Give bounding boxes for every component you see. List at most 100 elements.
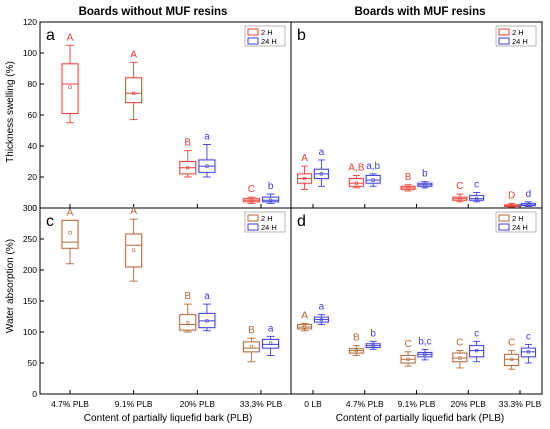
mean-marker: [458, 197, 462, 201]
significance-letter: d: [526, 189, 532, 200]
y-tick-label: 0: [32, 203, 37, 213]
box-rect: [469, 345, 485, 358]
significance-letter: A: [301, 310, 308, 321]
panel-b: b 2 H24 H A A,B B C Da a,b b c d: [290, 21, 543, 209]
mean-marker: [475, 348, 479, 353]
mean-marker: [319, 172, 324, 176]
y-tick-label: 50: [28, 358, 38, 368]
y-tick-label: 120: [23, 17, 37, 27]
mean-marker: [423, 352, 427, 356]
significance-letter: a: [204, 131, 210, 142]
mean-marker: [371, 344, 375, 348]
significance-letter: a: [268, 323, 274, 334]
y-tick-label: 20: [28, 172, 38, 182]
legend-label: 24 H: [512, 37, 528, 46]
x-tick-label: 33.3% PLB: [240, 399, 283, 409]
significance-letter: a: [319, 147, 325, 158]
x-tick-label: 9.1% PLB: [115, 399, 153, 409]
significance-letter: a: [319, 302, 325, 313]
left-xlabel: Content of partially liquefid bark (PLB): [84, 413, 252, 424]
legend-swatch: [247, 223, 259, 231]
panel-letter: d: [297, 213, 306, 230]
y-tick-label: 100: [23, 48, 37, 58]
mean-marker: [354, 181, 358, 185]
box-rect: [520, 347, 536, 358]
x-tick-label: 4.7% PLB: [51, 399, 89, 409]
y-tick-label: 0: [32, 389, 37, 399]
mean-marker: [68, 85, 72, 89]
mean-marker: [509, 357, 514, 361]
mean-marker: [268, 198, 273, 202]
box-2h-4: C: [502, 338, 521, 370]
box-24h-0: a: [312, 302, 331, 326]
box-rect: [365, 174, 381, 184]
box-24h-3: c: [467, 328, 486, 363]
x-tick-label: 33.3% PLB: [499, 399, 542, 409]
y-tick-label: 80: [28, 79, 38, 89]
significance-letter: b: [370, 328, 376, 339]
significance-letter: D: [508, 190, 515, 201]
box-2h-1: A: [123, 206, 144, 282]
significance-letter: A,B: [348, 162, 364, 173]
mean-marker: [354, 348, 358, 353]
significance-letter: a: [204, 291, 210, 302]
box-2h-2: B: [399, 172, 418, 192]
mean-marker: [205, 164, 209, 168]
significance-letter: B: [248, 325, 255, 336]
significance-letter: b,c: [418, 336, 431, 347]
right-title: Boards with MUF resins: [355, 6, 486, 18]
legend-label: 24 H: [512, 223, 528, 232]
mean-marker: [406, 186, 410, 190]
legend-box: [244, 211, 286, 233]
box-2h-1: B: [347, 333, 366, 357]
box-2h-0: A: [295, 153, 314, 190]
mean-marker: [302, 325, 307, 329]
box-rect: [262, 338, 280, 349]
box-2h-3: C: [450, 338, 469, 369]
significance-letter: A: [130, 49, 137, 60]
significance-letter: B: [184, 291, 191, 302]
box-rect: [242, 341, 260, 353]
legend-swatch: [498, 28, 510, 36]
box-24h-4: c: [519, 331, 538, 364]
legend-swatch: [498, 37, 510, 45]
box-2h-3: C: [450, 181, 469, 203]
mean-marker: [509, 204, 514, 208]
box-24h-3: a: [260, 323, 281, 357]
x-tick-label: 0 LB: [304, 399, 322, 409]
significance-letter: A: [67, 32, 74, 43]
significance-letter: C: [404, 339, 411, 350]
box-2h-3: C: [241, 184, 262, 204]
significance-letter: B: [353, 333, 360, 344]
box-24h-2: b: [415, 169, 434, 189]
significance-letter: A: [67, 207, 74, 218]
box-rect: [125, 233, 143, 268]
significance-letter: C: [508, 338, 515, 349]
box-rect: [262, 196, 280, 203]
x-tick-label: 20% PLB: [180, 399, 216, 409]
box-24h-2: a: [196, 291, 217, 332]
mean-marker: [458, 356, 462, 360]
mean-marker: [526, 350, 530, 354]
legend-swatch: [498, 223, 510, 231]
significance-letter: b: [422, 169, 428, 180]
legend-swatch: [247, 214, 259, 222]
legend-swatch: [498, 214, 510, 222]
mean-marker: [249, 345, 254, 349]
significance-letter: C: [456, 338, 463, 349]
significance-letter: A: [301, 153, 308, 164]
mean-marker: [205, 319, 209, 323]
box-2h-4: D: [502, 190, 521, 209]
bottom-ylabel: Water absorption (%): [5, 239, 16, 333]
panel-letter: c: [46, 213, 54, 230]
significance-letter: c: [474, 180, 479, 191]
significance-letter: C: [248, 184, 255, 195]
box-2h-2: C: [399, 339, 418, 367]
legend-label: 2 H: [261, 214, 273, 223]
box-2h-0: A: [295, 310, 314, 332]
mean-marker: [132, 248, 136, 252]
box-24h-1: b: [364, 328, 383, 350]
box-24h-3: b: [260, 181, 281, 204]
